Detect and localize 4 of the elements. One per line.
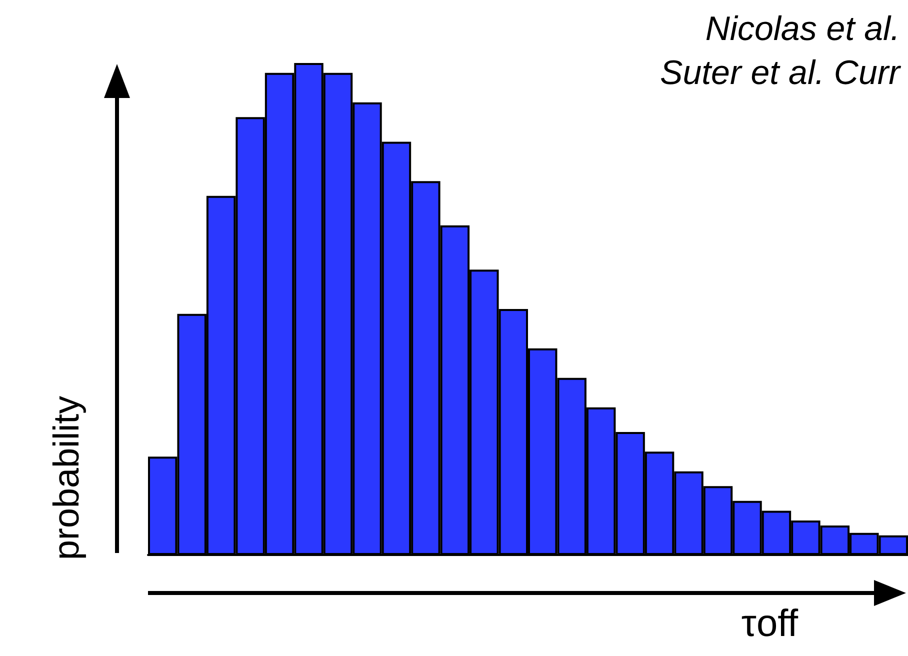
text: Nicolas et al.	[705, 10, 900, 48]
annotation: Suter et al. Curr	[660, 54, 902, 92]
x-axis-title: τoff	[741, 603, 798, 645]
y-axis-title: probability	[46, 396, 86, 560]
